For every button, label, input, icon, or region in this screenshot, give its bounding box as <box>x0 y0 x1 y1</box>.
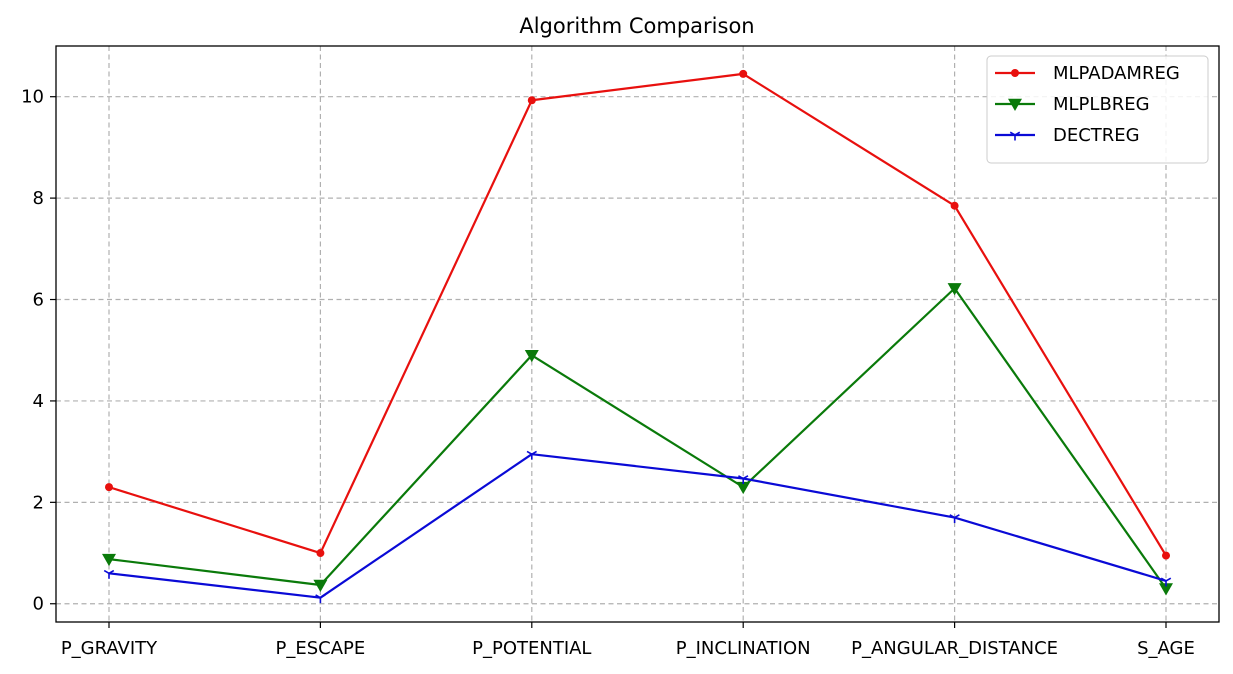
series-line <box>108 287 1167 590</box>
x-tick-label: P_POTENTIAL <box>472 638 591 659</box>
legend-item: DECTREG <box>995 125 1140 146</box>
x-tick-label: P_ANGULAR_DISTANCE <box>851 638 1058 659</box>
data-point <box>738 475 749 485</box>
x-tick-label: P_ESCAPE <box>276 638 366 659</box>
series-dectreg <box>103 450 1172 604</box>
x-tick-label: P_INCLINATION <box>676 638 811 659</box>
y-tick-label: 0 <box>33 594 44 615</box>
legend-marker <box>1011 69 1019 77</box>
legend-marker <box>1008 98 1022 111</box>
data-point <box>950 201 959 210</box>
series-mlplbreg <box>102 283 1173 596</box>
data-point <box>102 553 116 567</box>
data-point <box>103 569 115 579</box>
y-tick-label: 4 <box>33 391 44 412</box>
chart-title: Algorithm Comparison <box>519 14 754 38</box>
legend-label: DECTREG <box>1053 125 1140 146</box>
data-point <box>949 514 960 524</box>
data-point <box>736 481 751 495</box>
x-axis: P_GRAVITY P_ESCAPE P_POTENTIAL P_INCLINATIO… <box>61 622 1195 659</box>
x-tick-label: S_AGE <box>1137 638 1195 659</box>
series-mlpadamreg <box>105 69 1170 560</box>
data-point <box>524 350 539 363</box>
data-point <box>1162 551 1170 560</box>
series-line <box>108 72 1167 557</box>
data-point <box>316 549 325 558</box>
x-tick-label: P_GRAVITY <box>61 638 158 659</box>
grid-layer <box>56 46 1219 622</box>
y-axis: 0 2 4 6 8 10 <box>21 87 56 615</box>
y-tick-label: 8 <box>33 188 44 209</box>
y-tick-label: 2 <box>33 492 44 513</box>
series-layer <box>102 69 1173 604</box>
data-point <box>947 283 962 296</box>
y-tick-label: 6 <box>33 290 44 311</box>
legend-item: MLPLBREG <box>995 94 1150 115</box>
y-tick-label: 10 <box>21 87 44 108</box>
legend-label: MLPLBREG <box>1053 94 1150 115</box>
series-line <box>108 453 1167 599</box>
data-point <box>527 96 536 105</box>
legend-item: MLPADAMREG <box>995 63 1180 84</box>
data-point <box>1160 577 1172 587</box>
data-point <box>313 579 328 592</box>
data-point <box>739 69 748 78</box>
legend: MLPADAMREG MLPLBREG DECTREG <box>986 55 1209 164</box>
legend-marker <box>1009 131 1021 141</box>
data-point <box>105 483 113 492</box>
data-point <box>315 594 326 604</box>
legend-box <box>986 55 1209 164</box>
data-point <box>526 450 537 460</box>
data-point <box>1159 583 1173 596</box>
legend-label: MLPADAMREG <box>1053 63 1180 84</box>
plot-frame <box>55 45 1220 623</box>
